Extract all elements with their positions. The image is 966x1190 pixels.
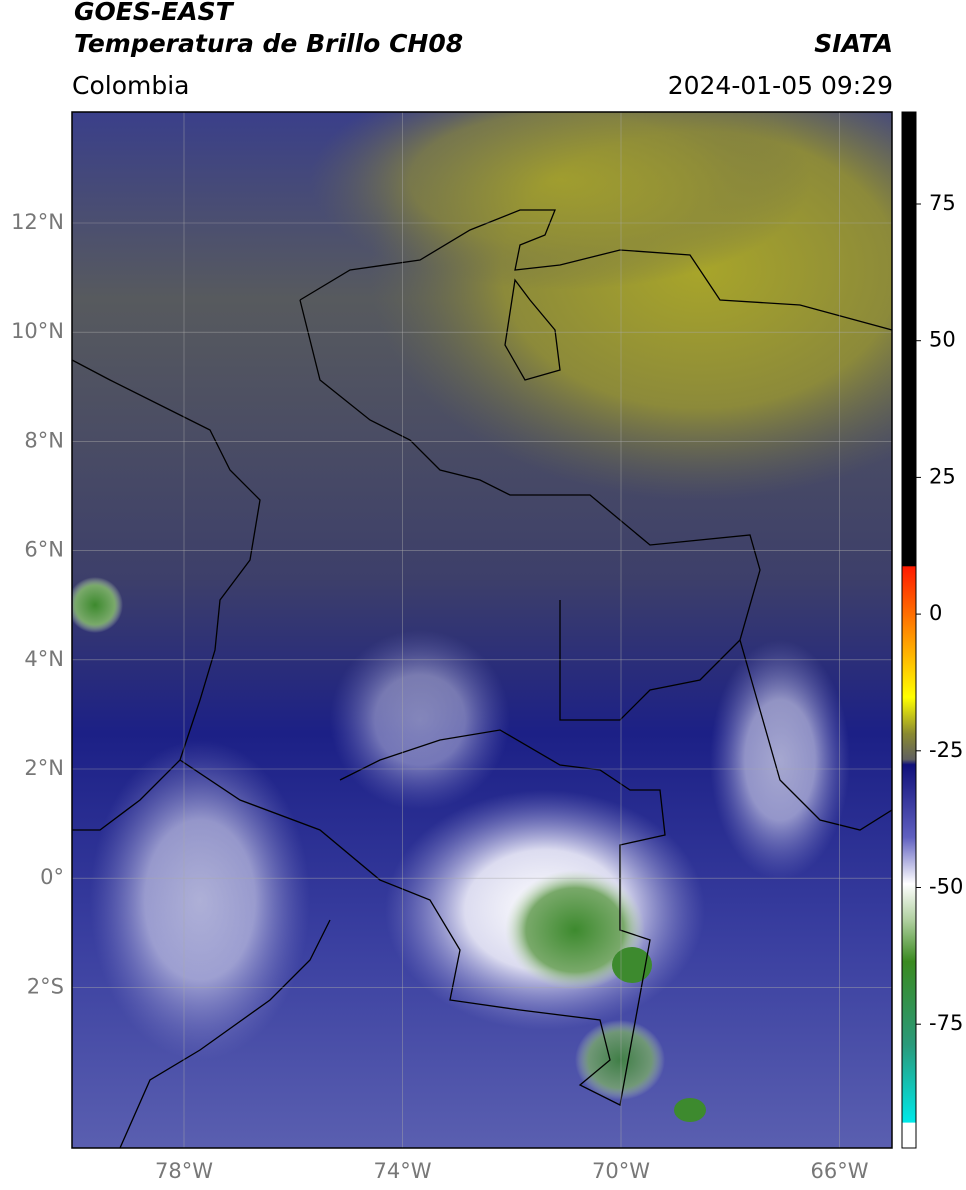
map-frame [71,111,893,1149]
subtitle: Temperatura de Brillo CH08 [74,29,464,58]
colorbar [901,111,917,1149]
lon-label: 66°W [811,1159,869,1183]
lat-label: 6°N [24,538,64,562]
title: GOES-EAST [74,0,233,26]
colorbar-label: -50 [929,875,963,899]
satellite-image [72,112,892,1148]
colorbar-label: 25 [929,464,956,488]
lat-label: 8°N [24,428,64,452]
borders [72,209,892,1148]
lon-label: 78°W [155,1159,213,1183]
lat-label: 12°N [11,210,64,234]
grid [72,112,892,1148]
lat-label: 0° [40,865,64,889]
colorbar-label: 75 [929,191,956,215]
timestamp: 2024-01-05 09:29 [667,71,893,100]
lat-label: 2°N [24,756,64,780]
lat-label: 2°S [27,974,64,998]
colorbar-label: -75 [929,1011,963,1035]
lat-label: 4°N [24,647,64,671]
lat-label: 10°N [11,319,64,343]
colorbar-label: -25 [929,738,963,762]
region: Colombia [72,71,190,100]
source: SIATA [814,29,893,58]
colorbar-label: 50 [929,328,956,352]
lon-label: 70°W [592,1159,650,1183]
colorbar-label: 0 [929,601,942,625]
lon-label: 74°W [374,1159,432,1183]
